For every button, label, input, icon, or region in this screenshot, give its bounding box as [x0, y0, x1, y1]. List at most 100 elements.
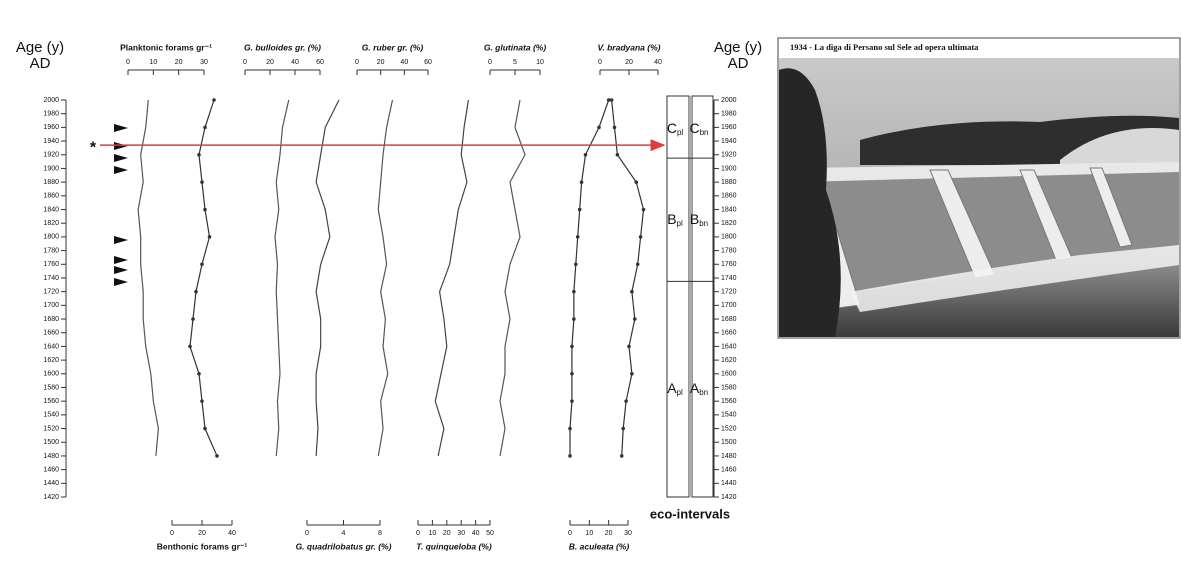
eco-column — [667, 96, 689, 497]
y-tick-label: 1540 — [43, 412, 59, 419]
data-point — [203, 208, 207, 212]
data-point — [570, 399, 574, 403]
x-tick-label: 10 — [149, 59, 157, 66]
event-symbol: * — [90, 139, 97, 156]
panel-title: Benthonic forams gr⁻¹ — [157, 541, 248, 551]
y-tick-label: 1940 — [43, 138, 59, 145]
x-tick-label: 0 — [568, 530, 572, 537]
y-tick-label: 1460 — [721, 466, 737, 473]
photo: 1934 - La diga di Persano sul Sele ad op… — [778, 38, 1180, 338]
x-tick-label: 20 — [175, 59, 183, 66]
panel-title: G. ruber gr. (%) — [362, 42, 424, 52]
panel-title: T. quinqueloba (%) — [416, 541, 492, 551]
data-point — [568, 454, 572, 458]
eco-column — [692, 96, 713, 497]
data-point — [621, 427, 625, 431]
y-tick-label: 1500 — [721, 439, 737, 446]
y-tick-label: 1560 — [721, 398, 737, 405]
x-tick-label: 20 — [198, 530, 206, 537]
panel-title: G. bulloides gr. (%) — [244, 42, 321, 52]
data-point — [616, 153, 620, 157]
y-tick-label: 2000 — [721, 97, 737, 104]
data-point — [568, 427, 572, 431]
y-tick-label: 1820 — [43, 220, 59, 227]
y-tick-label: 1680 — [43, 316, 59, 323]
data-point — [200, 399, 204, 403]
series-line — [435, 100, 468, 456]
x-tick-label: 0 — [305, 530, 309, 537]
data-point — [200, 262, 204, 266]
eco-label: eco-intervals — [650, 506, 730, 521]
data-point — [578, 208, 582, 212]
x-tick-label: 0 — [170, 530, 174, 537]
data-point — [572, 290, 576, 294]
y-tick-label: 1460 — [43, 466, 59, 473]
x-tick-label: 50 — [486, 530, 494, 537]
x-tick-label: 0 — [243, 59, 247, 66]
y-tick-label: 1740 — [721, 275, 737, 282]
data-point — [630, 372, 634, 376]
y-tick-label: 1900 — [721, 165, 737, 172]
panel-title: B. aculeata (%) — [569, 541, 630, 551]
y-tick-label: 1480 — [721, 453, 737, 460]
x-tick-label: 40 — [654, 59, 662, 66]
eco-subscript: bn — [699, 219, 708, 228]
y-tick-label: 1560 — [43, 398, 59, 405]
eco-letter: B — [667, 210, 676, 226]
y-tick-label: 2000 — [43, 97, 59, 104]
eco-subscript: bn — [700, 128, 709, 137]
y-tick-label: 1440 — [721, 480, 737, 487]
x-tick-label: 30 — [457, 530, 465, 537]
y-tick-label: 1960 — [43, 124, 59, 131]
eco-letter: C — [667, 120, 677, 136]
data-point — [630, 290, 634, 294]
x-tick-label: 60 — [424, 59, 432, 66]
y-tick-label: 1500 — [43, 439, 59, 446]
panel-title: Planktonic forams gr⁻¹ — [120, 42, 212, 52]
y-tick-label: 1520 — [721, 425, 737, 432]
data-point — [639, 235, 643, 239]
y-tick-label: 1920 — [43, 152, 59, 159]
data-point — [580, 180, 584, 184]
y-axis-unit: AD — [728, 55, 749, 72]
y-tick-label: 1980 — [721, 111, 737, 118]
y-tick-label: 1800 — [721, 234, 737, 241]
x-tick-label: 40 — [291, 59, 299, 66]
data-point — [597, 126, 601, 130]
data-point — [215, 454, 219, 458]
series-line — [190, 100, 217, 456]
data-point — [642, 208, 646, 212]
y-tick-label: 1680 — [721, 316, 737, 323]
series-line — [570, 100, 609, 456]
y-tick-label: 1660 — [721, 330, 737, 337]
data-point — [197, 153, 201, 157]
x-tick-label: 40 — [400, 59, 408, 66]
y-tick-label: 1760 — [43, 261, 59, 268]
x-tick-label: 60 — [316, 59, 324, 66]
y-tick-label: 1600 — [721, 371, 737, 378]
y-tick-label: 1740 — [43, 275, 59, 282]
data-point — [194, 290, 198, 294]
eco-subscript: pl — [677, 128, 683, 137]
data-point — [200, 180, 204, 184]
y-tick-label: 1620 — [721, 357, 737, 364]
y-tick-label: 1420 — [721, 494, 737, 501]
data-point — [188, 345, 192, 349]
x-tick-label: 0 — [598, 59, 602, 66]
y-tick-label: 1940 — [721, 138, 737, 145]
x-tick-label: 8 — [378, 530, 382, 537]
data-point — [203, 126, 207, 130]
panel-title: G. quadrilobatus gr. (%) — [296, 541, 392, 551]
y-tick-label: 1780 — [721, 247, 737, 254]
y-tick-label: 1800 — [43, 234, 59, 241]
y-tick-label: 1700 — [43, 302, 59, 309]
data-point — [620, 454, 624, 458]
data-point — [212, 98, 216, 102]
data-point — [191, 317, 195, 321]
x-tick-label: 0 — [488, 59, 492, 66]
x-tick-label: 40 — [228, 530, 236, 537]
data-point — [633, 317, 637, 321]
data-point — [636, 262, 640, 266]
x-tick-label: 20 — [625, 59, 633, 66]
series-line — [138, 100, 158, 456]
